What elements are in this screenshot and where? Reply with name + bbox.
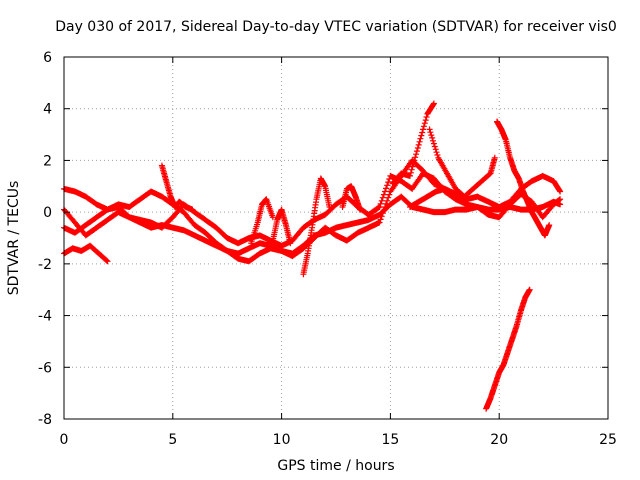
x-tick-label: 0 bbox=[60, 432, 69, 448]
plus-markers bbox=[339, 183, 363, 213]
y-tick-label: -6 bbox=[38, 360, 52, 376]
y-tick-label: 4 bbox=[43, 102, 52, 118]
series-track-5 bbox=[158, 162, 196, 213]
chart-title: Day 030 of 2017, Sidereal Day-to-day VTE… bbox=[55, 19, 617, 35]
plus-markers bbox=[248, 196, 276, 247]
plus-markers bbox=[389, 100, 437, 187]
x-tick-label: 15 bbox=[381, 432, 399, 448]
x-axis-label: GPS time / hours bbox=[277, 458, 394, 474]
x-tick-label: 20 bbox=[490, 432, 508, 448]
plus-markers bbox=[158, 162, 196, 213]
plus-markers bbox=[269, 206, 294, 247]
grid bbox=[64, 57, 608, 419]
y-axis-label: SDTVAR / TECUs bbox=[6, 181, 22, 296]
plus-markers bbox=[494, 118, 553, 239]
y-tick-label: -2 bbox=[38, 257, 52, 273]
series-track-6 bbox=[248, 196, 276, 247]
y-tick-label: 0 bbox=[43, 205, 52, 221]
series-track-7 bbox=[269, 206, 294, 247]
y-tick-label: 2 bbox=[43, 153, 52, 169]
series-track-9 bbox=[339, 183, 363, 213]
series-track-10 bbox=[389, 100, 437, 187]
y-tick-label: -4 bbox=[38, 309, 52, 325]
plus-markers bbox=[426, 126, 498, 200]
plot-frame bbox=[63, 56, 609, 420]
series-track-12 bbox=[407, 185, 457, 210]
axis-ticks: 0 5 10 15 20 25 -8 -6 -4 -2 0 2 4 6 bbox=[38, 50, 617, 448]
series-track-13 bbox=[494, 118, 553, 239]
series-track-8 bbox=[300, 175, 333, 278]
plus-markers bbox=[300, 175, 333, 278]
y-tick-label: -8 bbox=[38, 412, 52, 428]
data-points bbox=[61, 100, 564, 412]
series-track-11 bbox=[426, 126, 498, 200]
x-tick-label: 5 bbox=[168, 432, 177, 448]
x-tick-label: 25 bbox=[599, 432, 617, 448]
series-track-14 bbox=[483, 286, 533, 412]
plus-markers bbox=[483, 286, 533, 412]
plus-markers bbox=[407, 185, 457, 210]
y-tick-label: 6 bbox=[43, 50, 52, 66]
x-tick-label: 10 bbox=[273, 432, 291, 448]
